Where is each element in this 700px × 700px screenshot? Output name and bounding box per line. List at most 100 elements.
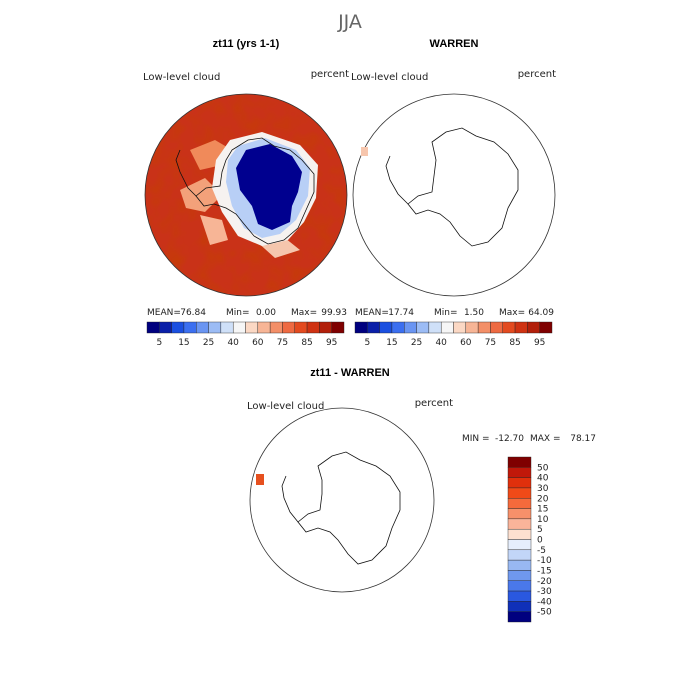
colorbar-tick-label: 60 <box>252 338 264 348</box>
panel3-map <box>249 407 435 593</box>
panel1-patch <box>180 178 222 212</box>
colorbar-swatch <box>171 321 185 334</box>
svg-text:Min=: Min= <box>434 308 458 318</box>
colorbar-tick-label: 5 <box>537 525 543 535</box>
colorbar-tick-label: -30 <box>537 587 552 597</box>
colorbar-swatch <box>440 321 454 334</box>
panel-difference: zt11 - WARREN Low-level cloud percent MI… <box>247 367 596 623</box>
colorbar-tick-label: 20 <box>537 494 549 504</box>
colorbar-swatch <box>507 559 532 571</box>
colorbar-swatch <box>477 321 491 334</box>
colorbar-tick-label: 5 <box>364 338 370 348</box>
colorbar-swatch <box>208 321 222 334</box>
panel1-max: 99.93 <box>321 308 347 318</box>
colorbar-tick-label: 40 <box>435 338 447 348</box>
svg-text:MAX =: MAX = <box>530 434 561 444</box>
colorbar-tick-label: 15 <box>386 338 397 348</box>
colorbar-tick-label: -15 <box>537 566 552 576</box>
panel2-peninsula <box>385 155 409 205</box>
colorbar-swatch <box>507 539 532 551</box>
panel3-max: 78.17 <box>570 434 596 444</box>
colorbar-swatch <box>269 321 283 334</box>
panel3-stats: MIN = -12.70 MAX = 78.17 <box>462 434 596 444</box>
panel3-coastline <box>297 451 401 565</box>
colorbar-swatch <box>404 321 417 334</box>
panel3-peninsula <box>281 475 299 523</box>
svg-text:MEAN=: MEAN= <box>355 308 389 318</box>
colorbar-swatch <box>294 321 308 334</box>
panel1-deep-blue <box>236 144 302 230</box>
colorbar-swatch <box>507 518 532 530</box>
colorbar-tick-label: 15 <box>537 505 548 515</box>
panel1-units: percent <box>311 69 349 80</box>
panel3-data-cell <box>256 474 264 485</box>
colorbar-tick-label: 40 <box>227 338 239 348</box>
panel1-colorbar: 5 15 25 40 60 75 85 95 <box>146 321 345 348</box>
colorbar-swatch <box>507 570 532 581</box>
colorbar-swatch <box>354 321 368 334</box>
colorbar-swatch <box>465 321 479 334</box>
panel1-min: 0.00 <box>256 308 276 318</box>
svg-text:Max=: Max= <box>499 308 525 318</box>
svg-text:Min=: Min= <box>226 308 250 318</box>
panel3-min: -12.70 <box>495 434 524 444</box>
colorbar-tick-label: 15 <box>178 338 189 348</box>
colorbar-swatch <box>183 321 197 334</box>
colorbar-swatch <box>507 477 532 489</box>
colorbar-swatch <box>539 321 553 334</box>
panel2-colorbar: 5 15 25 40 60 75 85 95 <box>354 321 553 348</box>
panel1-coastline <box>195 137 315 245</box>
colorbar-tick-label: 95 <box>326 338 337 348</box>
colorbar-tick-label: -50 <box>537 608 552 618</box>
colorbar-tick-label: 75 <box>277 338 288 348</box>
panel2-variable-label: Low-level cloud <box>351 72 428 83</box>
colorbar-swatch <box>507 601 532 612</box>
colorbar-tick-label: -40 <box>537 597 552 607</box>
colorbar-tick-label: -10 <box>537 556 552 566</box>
svg-text:MEAN=: MEAN= <box>147 308 181 318</box>
colorbar-swatch <box>507 590 532 602</box>
panel2-coastline <box>407 127 519 247</box>
page-title: JJA <box>337 11 362 33</box>
panel3-map-border <box>249 407 435 593</box>
colorbar-swatch <box>319 321 332 334</box>
panel2-max: 64.09 <box>528 308 554 318</box>
colorbar-swatch <box>502 321 516 334</box>
colorbar-tick-label: 5 <box>156 338 162 348</box>
colorbar-tick-label: -5 <box>537 546 546 556</box>
panel2-min: 1.50 <box>464 308 484 318</box>
panel2-mean: 17.74 <box>388 308 414 318</box>
colorbar-swatch <box>507 498 532 509</box>
colorbar-swatch <box>514 321 528 334</box>
panel3-variable-label: Low-level cloud <box>247 401 324 412</box>
panel-observations: WARREN Low-level cloud percent MEAN= 17.… <box>351 38 556 348</box>
panel2-map-border <box>352 93 556 297</box>
colorbar-tick-label: -20 <box>537 577 552 587</box>
colorbar-tick-label: 25 <box>411 338 422 348</box>
panel2-map <box>352 93 556 297</box>
colorbar-swatch <box>379 321 393 334</box>
colorbar-swatch <box>146 321 160 334</box>
panel1-variable-label: Low-level cloud <box>143 72 220 83</box>
colorbar-swatch <box>220 321 234 334</box>
colorbar-tick-label: 95 <box>534 338 545 348</box>
panel1-title: zt11 (yrs 1-1) <box>213 38 280 50</box>
colorbar-swatch <box>257 321 271 334</box>
colorbar-swatch <box>416 321 430 334</box>
panel-model: zt11 (yrs 1-1) Low-level cloud percent <box>143 38 349 348</box>
colorbar-tick-label: 50 <box>537 463 549 473</box>
colorbar-swatch <box>507 580 532 592</box>
panel1-peninsula <box>175 149 197 197</box>
panel2-title: WARREN <box>430 38 479 50</box>
panel1-map <box>144 93 348 297</box>
panel1-mean: 76.84 <box>180 308 206 318</box>
svg-text:Max=: Max= <box>291 308 317 318</box>
colorbar-swatch <box>428 321 442 334</box>
colorbar-tick-label: 10 <box>537 515 549 525</box>
colorbar-swatch <box>282 321 295 334</box>
colorbar-swatch <box>507 456 532 468</box>
colorbar-swatch <box>391 321 405 334</box>
colorbar-tick-label: 60 <box>460 338 472 348</box>
